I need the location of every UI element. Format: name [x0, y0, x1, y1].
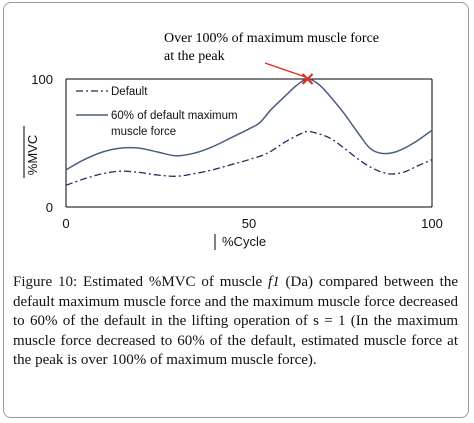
- legend-label-60pct-line1: 60% of default maximum: [111, 110, 238, 122]
- x-axis-label: %Cycle: [222, 234, 266, 249]
- caption-text: Estimated %MVC of muscle: [77, 274, 269, 290]
- annotation-line-2: at the peak: [164, 49, 225, 64]
- y-tick-100: 100: [31, 72, 53, 87]
- series-line-60pct: [65, 78, 433, 171]
- figure-frame: [3, 2, 469, 418]
- chart: Over 100% of maximum muscle force at the…: [23, 31, 443, 250]
- x-tick-50: 50: [242, 216, 256, 231]
- legend-label-60pct-line2: muscle force: [111, 126, 176, 138]
- y-axis-label: %MVC: [25, 135, 40, 175]
- x-tick-0: 0: [62, 216, 69, 231]
- peak-marker: [301, 73, 314, 85]
- caption-text-2: (Da) compared between the default maximu…: [13, 274, 459, 369]
- series-line-default: [65, 130, 433, 186]
- annotation-line-1: Over 100% of maximum muscle force: [164, 31, 379, 46]
- y-tick-0: 0: [46, 200, 53, 215]
- legend-label-default: Default: [111, 86, 148, 98]
- annotation-arrow: [264, 62, 306, 78]
- x-tick-100: 100: [421, 216, 443, 231]
- figure-caption: Figure 10: Estimated %MVC of muscle f1 (…: [13, 273, 458, 371]
- caption-muscle: f1: [268, 274, 280, 290]
- caption-label: Figure 10:: [13, 274, 78, 290]
